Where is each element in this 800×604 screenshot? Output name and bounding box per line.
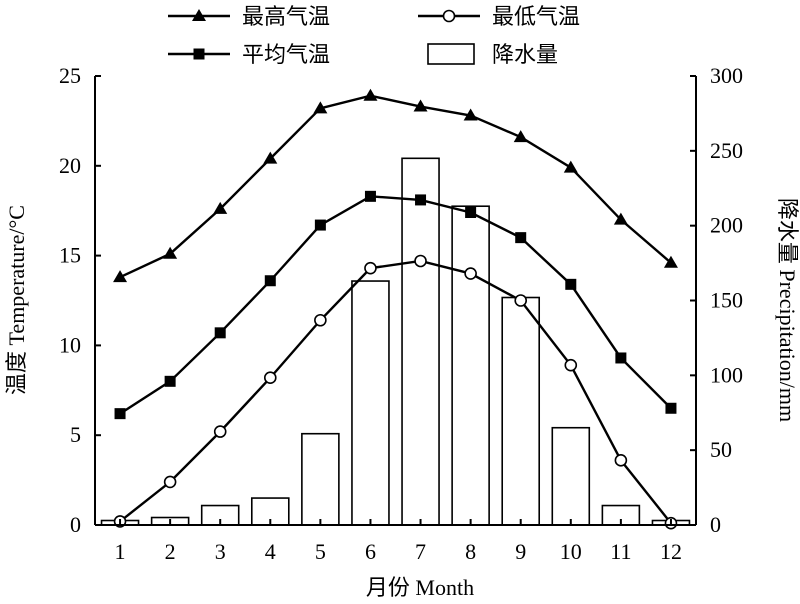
legend-label: 降水量 bbox=[492, 42, 558, 67]
x-tick-label: 9 bbox=[515, 539, 526, 564]
y-tick-label: 20 bbox=[59, 153, 81, 178]
point-triangle bbox=[663, 255, 678, 268]
precipitation-bar bbox=[501, 296, 541, 526]
point-triangle bbox=[563, 160, 578, 173]
point-circle bbox=[263, 371, 277, 385]
x-tick-label: 6 bbox=[365, 539, 376, 564]
x-tick-label: 7 bbox=[415, 539, 426, 564]
temperature-lines bbox=[113, 88, 678, 530]
point-square bbox=[314, 219, 326, 231]
point-square bbox=[364, 190, 376, 202]
point-circle bbox=[564, 358, 578, 372]
x-tick-label: 10 bbox=[560, 539, 582, 564]
point-circle bbox=[213, 425, 227, 438]
precipitation-bar bbox=[301, 432, 340, 526]
point-square bbox=[665, 402, 677, 414]
y2-tick-label: 150 bbox=[710, 288, 743, 313]
point-circle bbox=[364, 261, 377, 275]
precipitation-bar bbox=[401, 157, 440, 526]
point-circle bbox=[414, 254, 427, 268]
x-axis-label: 月份 Month bbox=[366, 575, 474, 600]
legend-label: 最低气温 bbox=[492, 4, 580, 29]
precipitation-bar bbox=[451, 205, 490, 526]
point-square bbox=[465, 206, 477, 218]
y-tick-label: 5 bbox=[70, 422, 81, 447]
x-tick-label: 2 bbox=[165, 539, 176, 564]
point-square bbox=[164, 375, 176, 387]
y-tick-label: 10 bbox=[59, 332, 81, 357]
x-tick-label: 12 bbox=[660, 539, 682, 564]
x-tick-label: 4 bbox=[265, 539, 276, 564]
point-triangle bbox=[363, 88, 378, 101]
point-circle bbox=[514, 294, 528, 307]
point-square bbox=[264, 275, 276, 287]
legend-label: 平均气温 bbox=[242, 42, 330, 67]
point-circle bbox=[614, 454, 628, 467]
point-square bbox=[615, 352, 627, 364]
y2-tick-label: 0 bbox=[710, 512, 721, 537]
legend-marker-circle bbox=[442, 9, 456, 23]
y-tick-label: 15 bbox=[59, 243, 81, 268]
point-circle bbox=[464, 267, 477, 280]
point-square bbox=[565, 278, 577, 290]
point-triangle bbox=[313, 101, 328, 114]
y2-tick-label: 50 bbox=[710, 437, 732, 462]
point-square bbox=[515, 232, 527, 244]
y2-axis-label: 降水量 Precipitation/mm bbox=[775, 198, 800, 422]
x-tick-label: 1 bbox=[115, 539, 126, 564]
point-circle bbox=[314, 313, 327, 327]
point-square bbox=[114, 408, 126, 420]
point-triangle bbox=[213, 201, 228, 214]
point-triangle bbox=[463, 108, 478, 121]
series-line-circle bbox=[119, 259, 672, 524]
legend-bar-swatch bbox=[427, 43, 475, 65]
legend-marker-square bbox=[193, 48, 205, 60]
x-tick-label: 11 bbox=[610, 539, 631, 564]
y2-tick-label: 200 bbox=[710, 213, 743, 238]
y-tick-label: 25 bbox=[59, 63, 81, 88]
x-tick-label: 5 bbox=[315, 539, 326, 564]
point-triangle bbox=[263, 151, 278, 164]
point-square bbox=[415, 194, 427, 206]
legend-marker-triangle bbox=[192, 9, 206, 21]
precipitation-bar bbox=[551, 426, 591, 526]
point-square bbox=[214, 327, 226, 339]
point-triangle bbox=[413, 99, 428, 112]
x-tick-label: 8 bbox=[465, 539, 476, 564]
point-triangle bbox=[113, 270, 128, 283]
point-triangle bbox=[613, 212, 628, 225]
legend-label: 最高气温 bbox=[242, 4, 330, 29]
precipitation-bar bbox=[351, 280, 390, 526]
point-triangle bbox=[163, 246, 178, 259]
series-line-triangle bbox=[119, 94, 672, 279]
precipitation-bars bbox=[100, 157, 691, 526]
y-axis-label: 温度 Temperature/°C bbox=[4, 205, 29, 395]
y-tick-label: 0 bbox=[70, 512, 81, 537]
series-line-square bbox=[119, 195, 672, 415]
y2-tick-label: 300 bbox=[710, 63, 743, 88]
y2-tick-label: 100 bbox=[710, 362, 743, 387]
y2-tick-label: 250 bbox=[710, 138, 743, 163]
point-triangle bbox=[513, 130, 528, 143]
point-circle bbox=[163, 475, 177, 489]
x-tick-label: 3 bbox=[215, 539, 226, 564]
